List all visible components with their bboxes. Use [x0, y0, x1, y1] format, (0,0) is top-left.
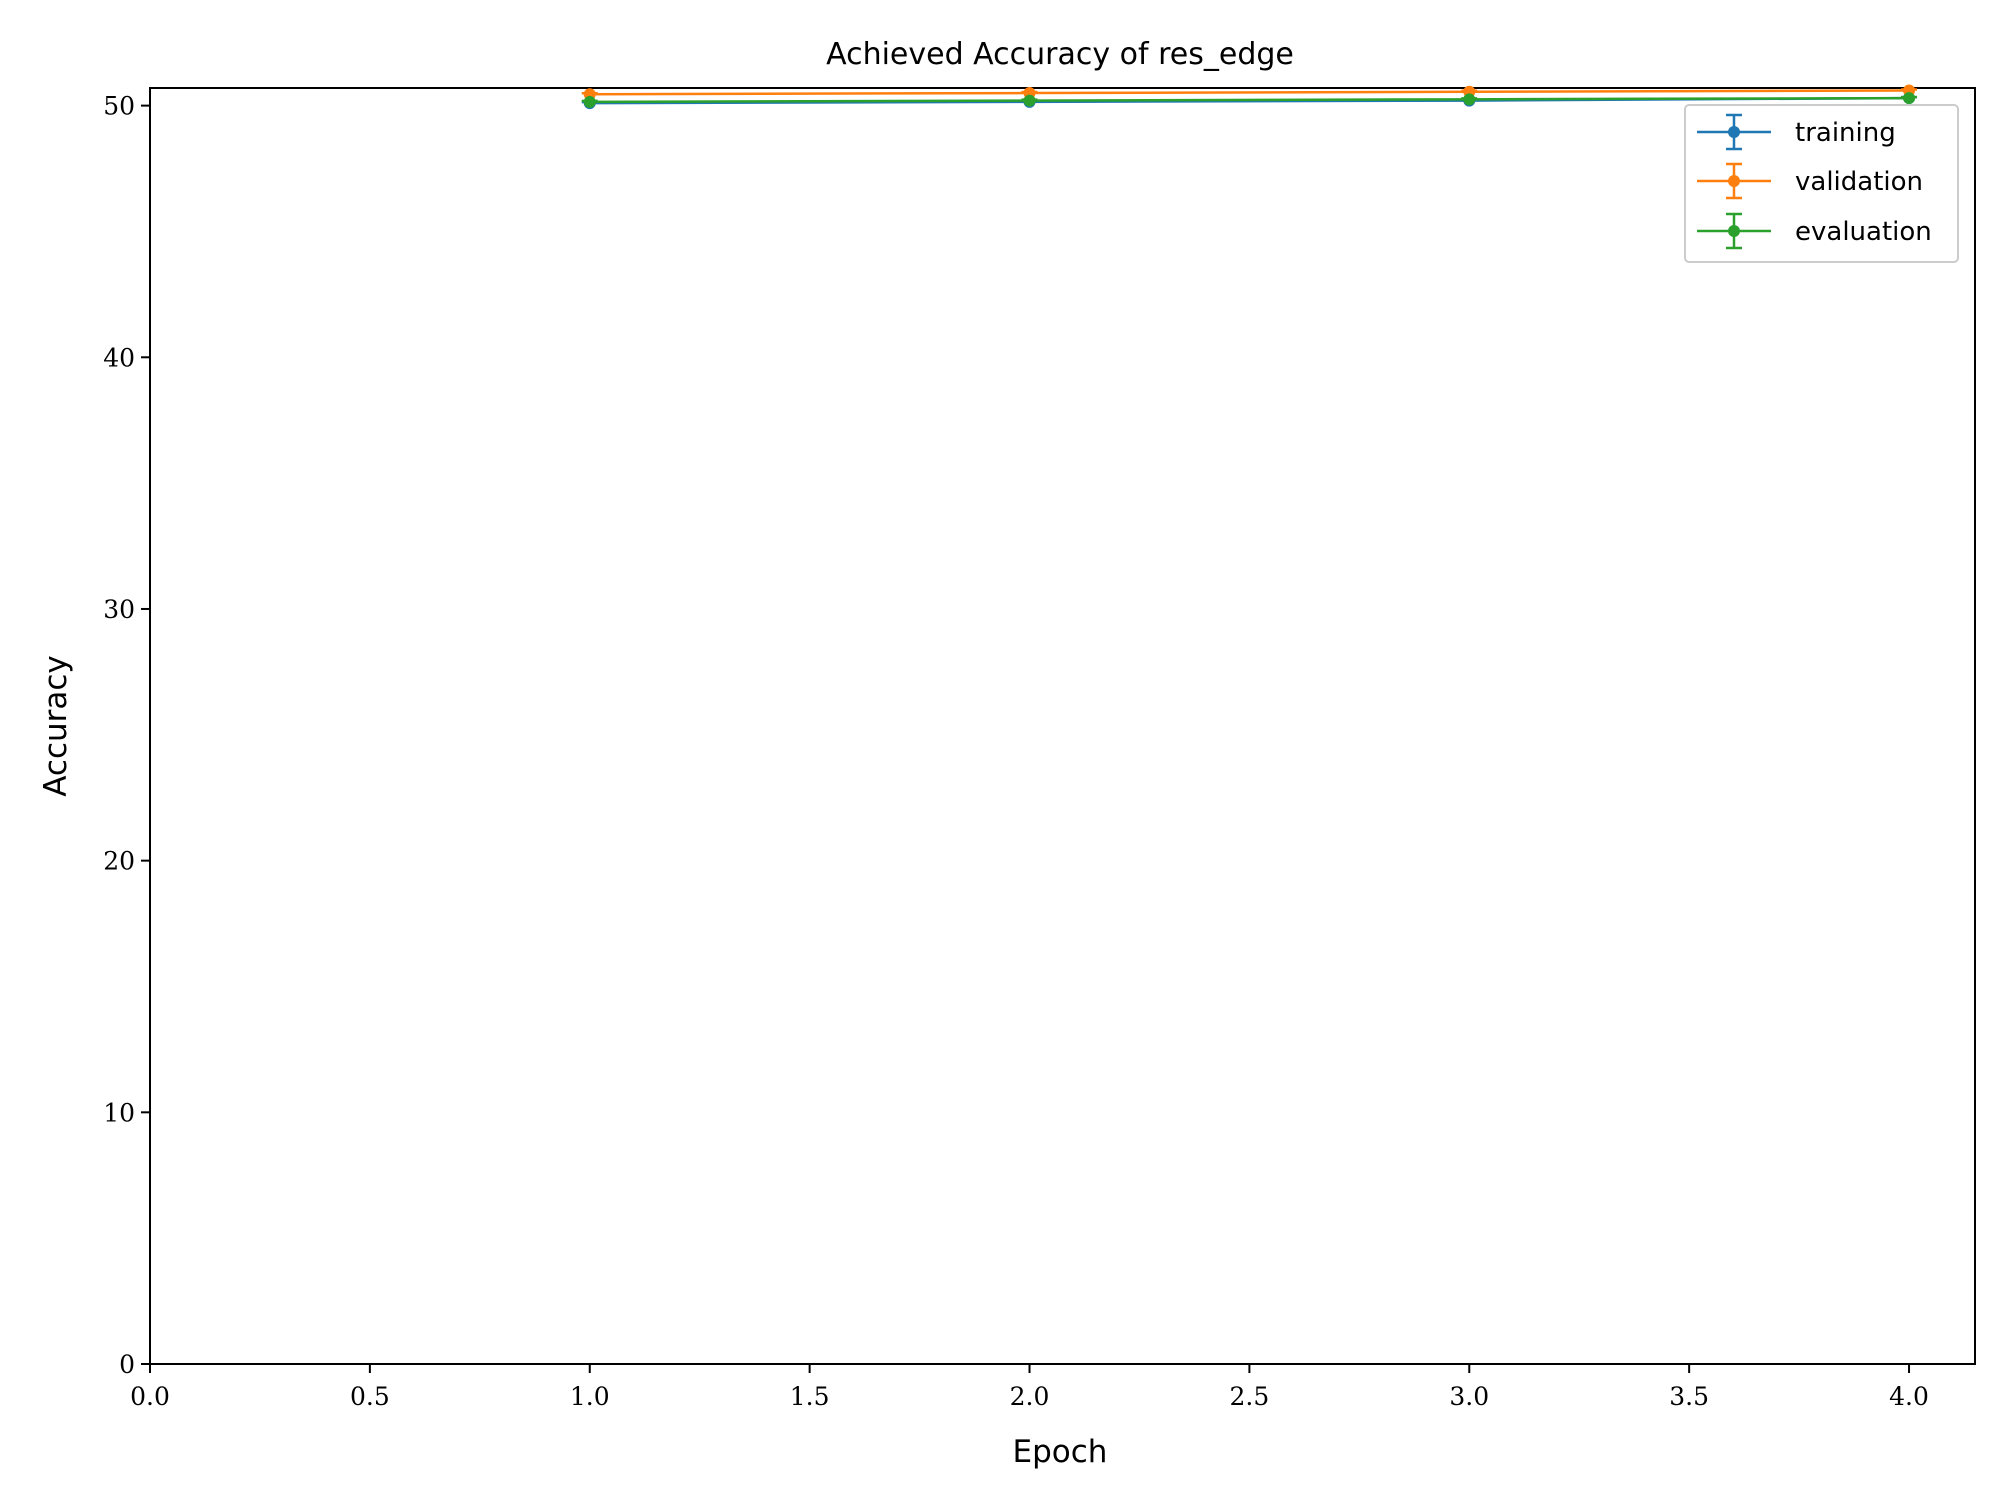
x-tick-label-8: 4.0 [1889, 1382, 1929, 1411]
y-tick-label-5: 50 [103, 92, 135, 121]
plot-area [149, 87, 1976, 1365]
y-tick-label-4: 40 [103, 343, 135, 372]
x-tick-label-2: 1.0 [570, 1382, 610, 1411]
x-axis-label: Epoch [1013, 1434, 1108, 1470]
legend-box [1684, 104, 1959, 263]
x-tick-label-6: 3.0 [1449, 1382, 1489, 1411]
axis-ticks: 0.0 0.5 1.0 1.5 2.0 2.5 3.0 3.5 4.0 0 10 20 30 40 50 [103, 92, 1929, 1411]
legend-marker-validation [1728, 175, 1740, 187]
legend-label-evaluation: evaluation [1795, 217, 1932, 247]
legend-entry-evaluation: evaluation [1697, 212, 1932, 250]
legend-entry-validation: validation [1697, 162, 1923, 200]
legend-label-validation: validation [1795, 167, 1923, 197]
y-tick-label-3: 30 [103, 595, 135, 624]
series-line-validation [589, 89, 1910, 96]
x-tick-label-4: 2.0 [1010, 1382, 1050, 1411]
legend-marker-evaluation [1728, 225, 1740, 237]
chart-title: Achieved Accuracy of res_edge [826, 37, 1294, 72]
series-line-evaluation [589, 96, 1910, 104]
x-tick-label-1: 0.5 [350, 1382, 390, 1411]
x-tick-label-3: 1.5 [790, 1382, 830, 1411]
legend-marker-training [1728, 126, 1740, 138]
legend-entry-training: training [1697, 113, 1896, 151]
point-evaluation-3 [1903, 92, 1916, 105]
y-tick-label-2: 20 [103, 847, 135, 876]
x-tick-label-0: 0.0 [130, 1382, 170, 1411]
legend-label-training: training [1795, 118, 1896, 148]
x-tick-label-5: 2.5 [1230, 1382, 1270, 1411]
point-evaluation-2 [1463, 93, 1476, 106]
x-tick-label-7: 3.5 [1669, 1382, 1709, 1411]
legend: training validation evaluation [1684, 104, 1959, 263]
point-evaluation-0 [583, 95, 596, 108]
y-tick-label-0: 0 [119, 1350, 135, 1379]
point-evaluation-1 [1023, 94, 1036, 107]
y-tick-label-1: 10 [103, 1098, 135, 1127]
y-axis-label: Accuracy [38, 655, 74, 797]
data-series [581, 84, 1918, 110]
